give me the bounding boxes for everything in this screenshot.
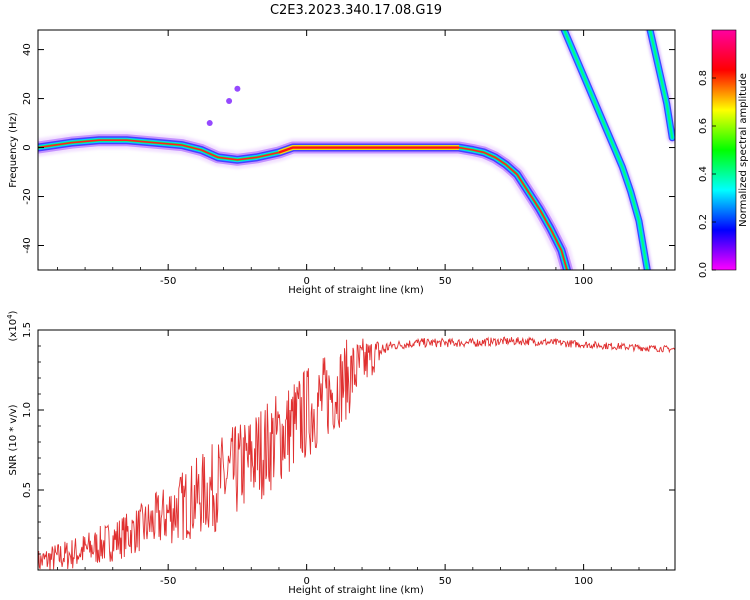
spectrogram-x-axis-label: Height of straight line (km)	[288, 285, 424, 296]
snr-y-scale-prefix: (x10	[8, 319, 19, 342]
spectrogram-traces	[38, 30, 675, 270]
snr-chart: -50 0 50 100 0.5 1.0 1.5 Height of straight l…	[6, 310, 676, 596]
snr-x-tick-label: 0	[303, 576, 309, 587]
snr-x-axis: -50 0 50 100	[56, 330, 668, 587]
spectrogram-y-tick-label: 40	[22, 43, 33, 56]
spectrogram-series-alias-trace-2	[645, 30, 675, 143]
snr-y-tick-label: 1.0	[22, 402, 33, 418]
spectrogram-x-tick-label: 50	[439, 276, 452, 287]
snr-y-tick-label: 0.5	[22, 482, 33, 498]
snr-line	[38, 336, 675, 570]
snr-frame	[37, 329, 676, 571]
colorbar: 0.0 0.2 0.4 0.6 0.8 Normalized spectral ampl…	[698, 29, 749, 278]
spectrogram-x-tick-label: -50	[160, 276, 176, 287]
colorbar-tick-label: 0.4	[698, 166, 709, 182]
snr-x-tick-label: -50	[160, 576, 176, 587]
snr-y-scale-note: (x104)	[6, 310, 19, 341]
colorbar-tick-label: 0.0	[698, 262, 709, 278]
snr-y-scale-suffix: )	[8, 310, 19, 314]
spectrogram-x-tick-label: 100	[574, 276, 593, 287]
snr-x-tick-label: 50	[439, 576, 452, 587]
colorbar-tick-label: 0.6	[698, 118, 709, 134]
spectrogram-trace-layer	[649, 30, 674, 139]
colorbar-gradient	[711, 29, 737, 271]
figure-title: C2E3.2023.340.17.08.G19	[270, 3, 442, 18]
snr-y-tick-label: 1.5	[22, 322, 33, 338]
spectrogram-trace-layer	[563, 30, 649, 270]
colorbar-ticks: 0.0 0.2 0.4 0.6 0.8	[698, 70, 716, 278]
spectrogram-frame	[37, 29, 676, 271]
snr-x-tick-label: 100	[574, 576, 593, 587]
spectrogram-chart: -50 0 50 100 -40 -20 0 20 40 Height of straight…	[8, 29, 749, 296]
colorbar-tick-label: 0.2	[698, 214, 709, 230]
spectrogram-trace-core-peak	[278, 146, 459, 154]
snr-y-axis: 0.5 1.0 1.5	[22, 322, 675, 555]
snr-y-axis-label: SNR (10 * v/v)	[8, 404, 19, 475]
spectrogram-y-tick-label: 20	[22, 92, 33, 105]
spectrogram-scatter-point	[226, 98, 233, 105]
spectrogram-y-tick-label: -20	[22, 188, 33, 204]
spectrogram-scatter-point	[206, 120, 213, 127]
snr-y-scale-exponent: 4	[6, 314, 14, 319]
colorbar-label: Normalized spectral amplitude	[738, 73, 749, 227]
colorbar-tick-label: 0.8	[698, 70, 709, 86]
spectrogram-series-main-trace	[38, 131, 576, 270]
snr-line-series	[38, 336, 675, 570]
spectrogram-x-tick-label: 0	[303, 276, 309, 287]
spectrogram-scatter-point	[234, 85, 241, 92]
spectrogram-y-axis-label: Frequency (Hz)	[8, 112, 19, 188]
spectrogram-y-axis: -40 -20 0 20 40	[22, 43, 675, 254]
snr-x-axis-label: Height of straight line (km)	[288, 585, 424, 596]
spectrogram-y-tick-label: -40	[22, 237, 33, 253]
spectrogram-y-tick-label: 0	[22, 144, 33, 150]
spectrogram-x-axis: -50 0 50 100	[56, 30, 668, 287]
spectrogram-series-alias-trace-1	[559, 30, 653, 270]
